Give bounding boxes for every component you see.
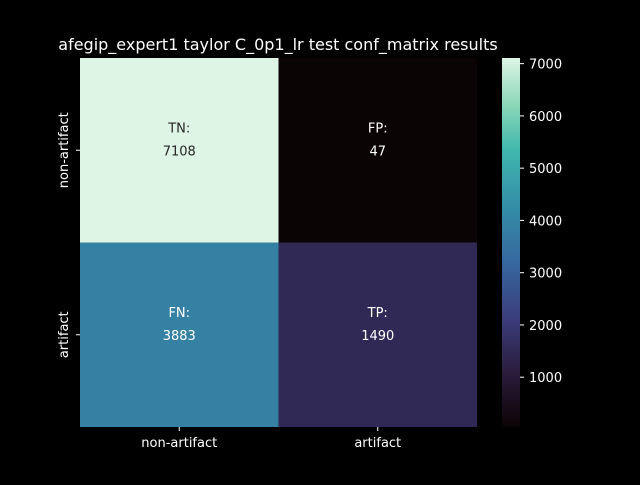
colorbar-tick-label: 6000 <box>529 110 562 125</box>
cell-label: TN: <box>167 121 190 136</box>
cell-label: FN: <box>168 306 190 321</box>
y-tick-label: non-artifact <box>57 112 72 188</box>
heatmap-cell <box>80 58 279 243</box>
colorbar-tick-label: 1000 <box>529 371 562 386</box>
y-tick-label: artifact <box>57 311 72 358</box>
cell-label: FP: <box>368 121 388 136</box>
colorbar-tick-label: 3000 <box>529 267 562 282</box>
cell-value: 47 <box>369 144 386 159</box>
cell-value: 1490 <box>361 329 394 344</box>
cell-value: 7108 <box>163 144 196 159</box>
colorbar-tick-label: 5000 <box>529 162 562 177</box>
cell-annotations: TN: 7108 FP: 47 FN: 3883 TP: 1490 <box>163 121 395 344</box>
x-tick-label: artifact <box>354 436 401 451</box>
colorbar-gradient <box>502 58 520 427</box>
cell-label: TP: <box>367 306 388 321</box>
heatmap-cell <box>278 58 477 243</box>
chart-title: afegip_expert1 taylor C_0p1_lr test conf… <box>58 35 497 55</box>
colorbar-tick-label: 7000 <box>529 58 562 73</box>
colorbar: 1000 2000 3000 4000 5000 6000 7000 <box>502 58 562 427</box>
heatmap-cell <box>80 242 279 427</box>
colorbar-tick-label: 4000 <box>529 214 562 229</box>
heatmap-cells <box>80 58 477 427</box>
colorbar-tick-label: 2000 <box>529 319 562 334</box>
cell-value: 3883 <box>163 329 196 344</box>
heatmap-cell <box>278 242 477 427</box>
axes: non-artifact artifact non-artifact artifact <box>57 112 401 451</box>
x-tick-label: non-artifact <box>141 436 217 451</box>
